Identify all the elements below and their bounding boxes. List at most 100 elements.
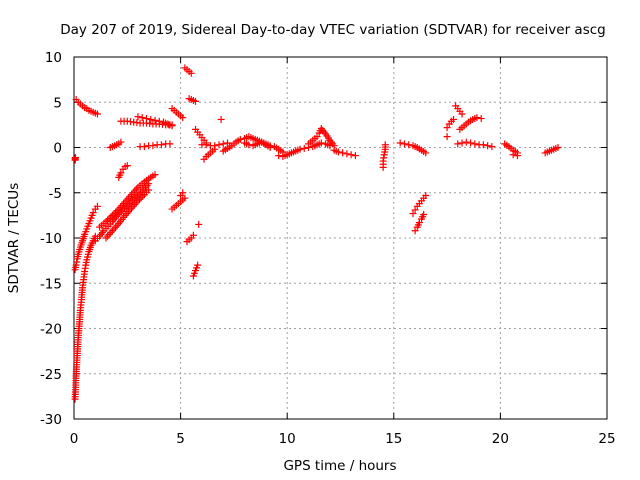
data-point: [411, 227, 419, 235]
data-point-interp: [100, 220, 108, 228]
data-point: [179, 189, 187, 197]
data-point: [108, 227, 116, 235]
data-point-interp: [307, 138, 315, 146]
data-point-interp: [79, 278, 87, 286]
data-point: [189, 231, 197, 239]
data-point-interp: [74, 253, 82, 261]
series-arc-33: [411, 210, 428, 235]
data-point-interp: [226, 143, 234, 151]
data-point-interp: [84, 250, 92, 258]
data-point: [142, 115, 150, 123]
series-arc-16: [181, 64, 195, 77]
data-point-interp: [80, 232, 88, 240]
data-point: [117, 138, 125, 146]
data-point: [275, 152, 283, 160]
data-point-interp: [139, 192, 147, 200]
data-point-interp: [106, 220, 114, 228]
series-arc-37: [452, 102, 466, 118]
data-point-interp: [324, 134, 332, 142]
y-tick-label: -15: [40, 276, 62, 292]
data-point-interp: [136, 195, 144, 203]
series-arc-09: [106, 138, 125, 151]
data-point-interp: [107, 229, 115, 237]
data-point-interp: [105, 215, 113, 223]
data-point-interp: [86, 217, 94, 225]
data-point-interp: [548, 146, 556, 154]
data-point-interp: [294, 146, 302, 154]
data-point-interp: [324, 141, 332, 149]
data-point: [71, 153, 79, 161]
data-point-interp: [414, 221, 422, 229]
data-point: [102, 234, 110, 242]
data-point-interp: [116, 171, 124, 179]
y-axis-label: SDTVAR / TECUs: [6, 183, 22, 293]
y-tick-label: 5: [53, 95, 62, 111]
data-point-interp: [112, 223, 120, 231]
data-point-interp: [78, 239, 86, 247]
data-point-interp: [471, 115, 479, 123]
series-arc-06: [102, 186, 153, 242]
series-arc-11: [134, 113, 176, 130]
series-arc-41: [509, 151, 521, 160]
data-point: [462, 138, 470, 146]
data-point: [134, 113, 142, 121]
data-point-interp: [73, 258, 81, 266]
data-point-interp: [72, 263, 80, 271]
series-arc-07: [72, 96, 101, 118]
grid-lines: [74, 57, 607, 419]
x-axis-label: GPS time / hours: [283, 458, 396, 474]
series-arc-17: [185, 95, 200, 105]
series-arc-26: [241, 138, 274, 151]
data-point: [125, 200, 133, 208]
data-point: [443, 124, 451, 132]
data-point-interp: [84, 222, 92, 230]
y-tick-label: -5: [49, 186, 62, 202]
data-point-interp: [142, 188, 150, 196]
data-point: [351, 152, 359, 160]
series-arc-15: [177, 189, 187, 199]
x-tick-label: 15: [385, 431, 402, 447]
data-point: [202, 141, 210, 149]
data-point: [513, 152, 521, 160]
data-point-interp: [105, 230, 113, 238]
data-point: [300, 144, 308, 152]
data-point: [458, 110, 466, 118]
data-point-interp: [162, 119, 170, 127]
data-point: [149, 142, 157, 150]
data-point: [422, 191, 430, 199]
data-point: [479, 141, 487, 149]
data-point-interp: [112, 208, 120, 216]
chart-title: Day 207 of 2019, Sidereal Day-to-day VTE…: [60, 22, 605, 38]
data-point-interp: [113, 207, 121, 215]
data-point: [157, 141, 165, 149]
x-tick-label: 10: [279, 431, 296, 447]
data-point-interp: [98, 229, 106, 237]
y-tick-label: 0: [53, 141, 62, 157]
data-point-interp: [380, 154, 388, 162]
series-arc-14: [168, 194, 189, 213]
data-point-interp: [311, 142, 319, 150]
data-point: [477, 115, 485, 123]
data-point-interp: [82, 228, 90, 236]
data-point: [449, 115, 457, 123]
data-point: [93, 202, 101, 210]
data-point: [467, 139, 475, 147]
data-point-interp: [543, 148, 551, 156]
series-arc-40: [501, 140, 521, 157]
data-point-interp: [82, 258, 90, 266]
data-point-interp: [76, 245, 84, 253]
data-point: [443, 133, 451, 141]
data-point: [166, 140, 174, 148]
data-point: [343, 150, 351, 158]
data-point: [147, 115, 155, 123]
data-point-interp: [230, 140, 238, 148]
data-point: [189, 272, 197, 280]
data-point-interp: [507, 144, 515, 152]
data-point: [179, 114, 187, 122]
data-point-interp: [419, 213, 427, 221]
data-point-interp: [281, 152, 289, 160]
data-point-interp: [86, 243, 94, 251]
data-point-interp: [251, 141, 259, 149]
series-arc-21: [192, 125, 210, 147]
data-point-interp: [120, 117, 128, 125]
